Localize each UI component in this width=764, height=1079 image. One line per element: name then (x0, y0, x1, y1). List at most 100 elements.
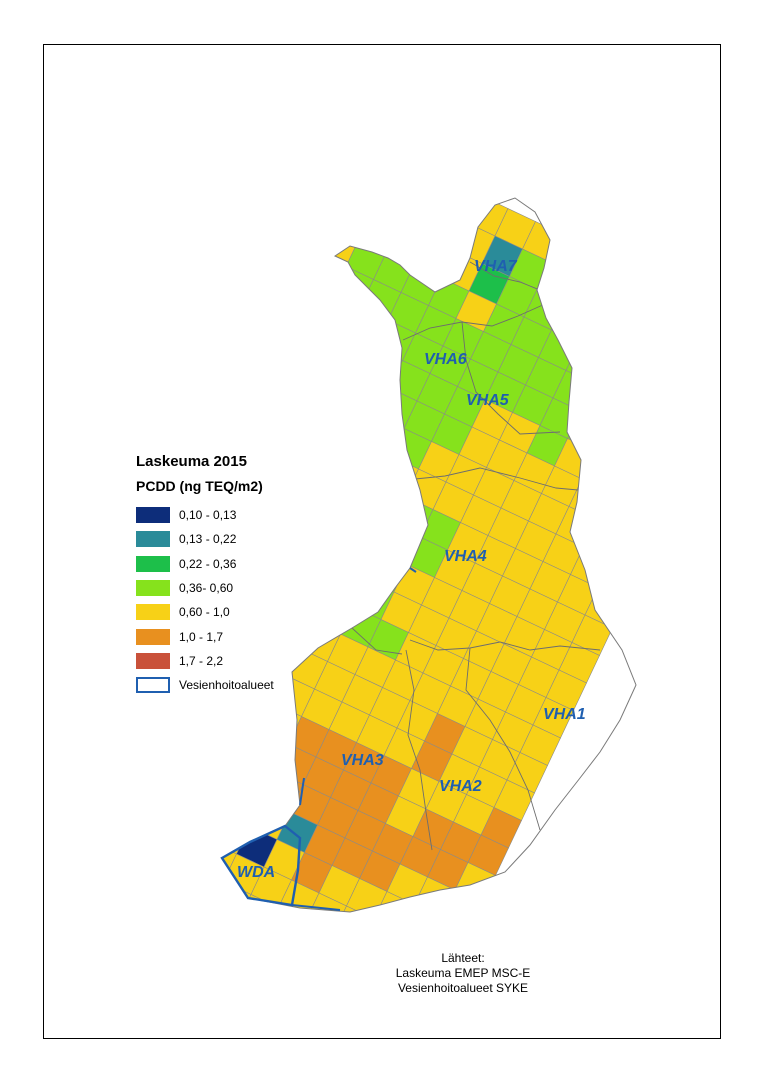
legend-label-boundary: Vesienhoitoalueet (179, 678, 274, 693)
grid-cell (222, 337, 240, 379)
legend-swatch-6 (136, 652, 170, 669)
legend-swatch-3 (136, 580, 170, 597)
grid-cell (580, 383, 622, 425)
grid-cell (401, 904, 443, 912)
sources: Lähteet: Laskeuma EMEP MSC-E Vesienhoito… (380, 951, 546, 996)
grid-cell (265, 907, 307, 912)
grid-cell (344, 198, 386, 212)
grid-cell (266, 335, 308, 377)
grid-cell (564, 274, 606, 316)
grid-cell (293, 348, 335, 390)
grid-cell (577, 247, 619, 289)
grid-cell (412, 198, 454, 211)
grid-cell (309, 457, 351, 499)
grid-cell (224, 282, 266, 324)
grid-cell (606, 328, 636, 370)
grid-cell (253, 363, 295, 405)
legend-label-5: 1,0 - 1,7 (179, 629, 224, 644)
grid-cell (277, 240, 319, 282)
legend-swatch-4 (136, 604, 170, 621)
legend-label-1: 0,13 - 0,22 (179, 532, 237, 547)
legend-label-0: 0,10 - 0,13 (179, 508, 237, 523)
region-label-vha5: VHA5 (466, 392, 510, 409)
grid-cell (633, 341, 636, 383)
grid-cell (565, 342, 607, 384)
grid-cell (238, 322, 280, 364)
grid-cell (386, 224, 428, 266)
region-label-vha3: VHA3 (341, 752, 384, 769)
grid-cell (312, 593, 354, 635)
grid-cell (290, 212, 332, 254)
grid-cell (583, 519, 625, 561)
region-label-vha4: VHA4 (444, 548, 487, 565)
grid-cell (426, 209, 468, 251)
grid-cell (308, 389, 350, 431)
grid-cell (285, 580, 327, 622)
grid-cell (234, 758, 276, 800)
grid-cell (551, 302, 593, 344)
grid-cell (263, 199, 305, 241)
grid-cell (322, 429, 364, 471)
grid-cell (298, 552, 340, 594)
region-label-vha6: VHA6 (424, 351, 467, 368)
coast-boundary (291, 567, 417, 911)
grid-cell (335, 402, 377, 444)
grid-cell (348, 374, 390, 416)
grid-cell (347, 306, 389, 348)
grid-cell (222, 704, 234, 746)
legend-swatch-0 (136, 507, 170, 524)
grid-cell (222, 717, 262, 759)
grid-cell (272, 607, 314, 649)
grid-cell (338, 538, 380, 580)
grid-cell (594, 423, 636, 465)
grid-cell (222, 908, 239, 912)
grid-cell (604, 260, 636, 302)
grid-cell (222, 840, 237, 882)
grid-cell (267, 403, 309, 445)
grid-cell (358, 211, 400, 253)
grid-cell (324, 497, 366, 539)
grid-cell (225, 350, 267, 392)
wda-boundary (220, 824, 302, 907)
grid-cell (578, 315, 620, 357)
grid-cell (222, 377, 254, 419)
legend-item-6: 1,7 - 2,2 (136, 649, 274, 673)
region-label-vha2: VHA2 (439, 778, 482, 795)
legend-title: Laskeuma 2015 (136, 453, 247, 470)
grid-cell (441, 889, 483, 912)
grid-cell (319, 293, 361, 335)
grid-cell (361, 347, 403, 389)
grid-cell (306, 321, 348, 363)
grid-cell (637, 478, 678, 519)
grid-cell (222, 772, 236, 814)
grid-cell (269, 471, 311, 513)
legend-item-5: 1,0 - 1,7 (136, 624, 274, 648)
sources-heading: Lähteet: (441, 951, 485, 965)
grid-cell (364, 483, 406, 525)
sources-line-1: Laskeuma EMEP MSC-E (395, 966, 531, 980)
grid-cell (591, 287, 633, 329)
grid-cell (222, 785, 263, 827)
grid-cell (222, 405, 241, 447)
grid-cell (235, 198, 277, 228)
grid-cell (280, 376, 322, 418)
grid-cell (620, 368, 636, 410)
grid-cell (609, 464, 636, 506)
region-boundaries (351, 261, 601, 851)
legend-swatch-5 (136, 628, 170, 645)
grid-cell (622, 436, 636, 478)
legend-item-1: 0,13 - 0,22 (136, 527, 274, 551)
legend-item-4: 0,60 - 1,0 (136, 600, 274, 624)
grid-cell (222, 745, 249, 787)
grid-cell (222, 214, 264, 256)
grid-cell (321, 361, 363, 403)
grid-cell (325, 565, 367, 607)
grid-cell (607, 396, 636, 438)
legend-label-4: 0,60 - 1,0 (179, 605, 230, 620)
grid-cell (399, 198, 441, 238)
grid-cell (240, 390, 282, 432)
grid-cell (282, 444, 324, 486)
legend-swatch-2 (136, 555, 170, 572)
grid-cell (305, 253, 347, 295)
